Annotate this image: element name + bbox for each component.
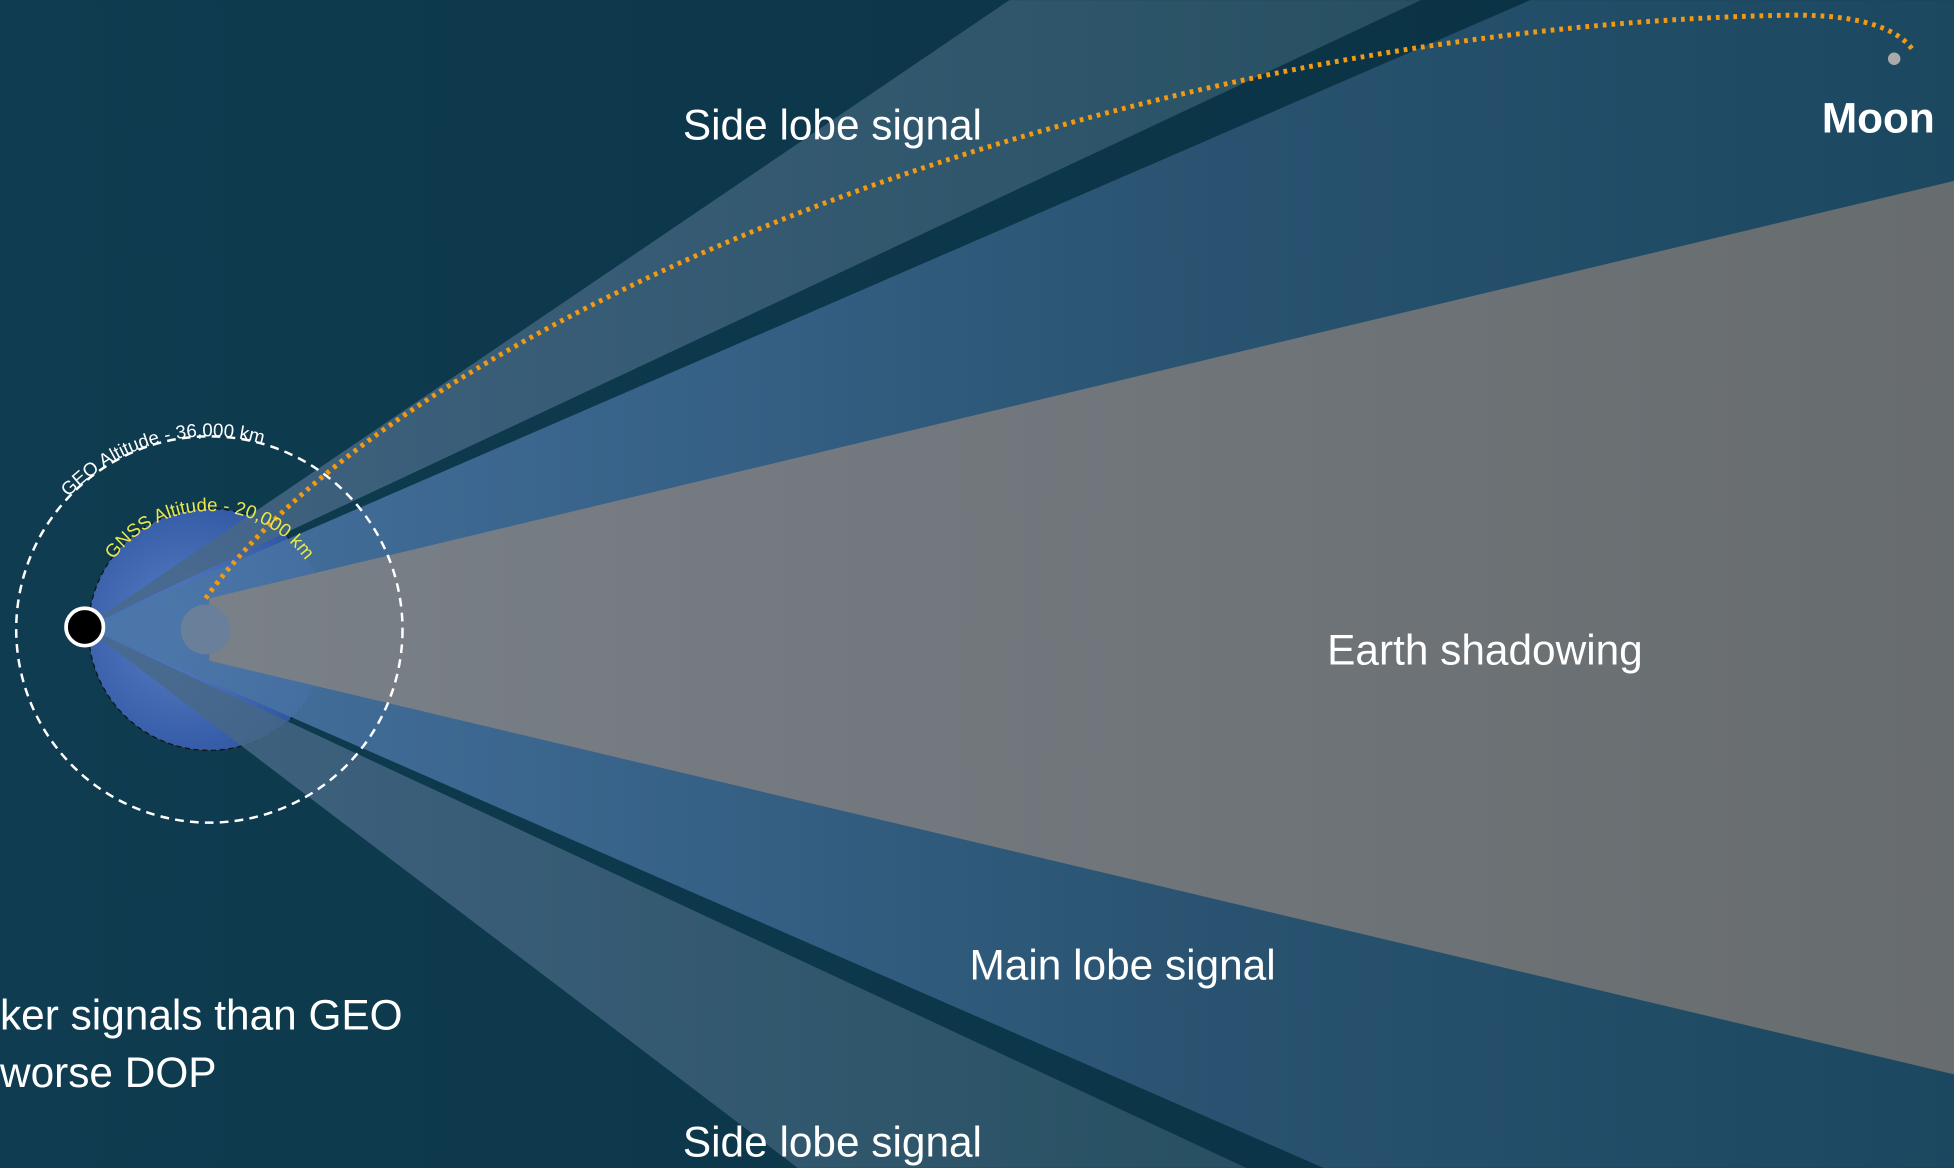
earth-shadowing-label: Earth shadowing <box>1327 626 1643 673</box>
note-line: ker signals than GEO <box>0 992 403 1039</box>
moon <box>1887 52 1901 65</box>
moon-orbit <box>203 12 1915 600</box>
side-lobe-top-label: Side lobe signal <box>683 102 982 149</box>
side-lobe-bottom-label: Side lobe signal <box>683 1119 982 1166</box>
note-line: worse DOP <box>0 1049 217 1096</box>
earth-shadow <box>209 180 1954 1075</box>
satellite <box>64 606 106 648</box>
side-lobe-top <box>84 0 1421 627</box>
main-lobe-label: Main lobe signal <box>970 942 1276 989</box>
geo-orbit <box>14 435 404 824</box>
moon-label: Moon <box>1822 94 1935 141</box>
earth <box>180 604 231 655</box>
